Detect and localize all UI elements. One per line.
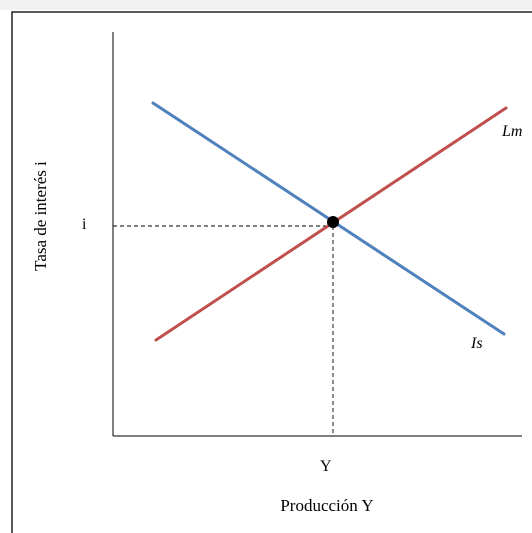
- output-tick-label: Y: [320, 458, 332, 475]
- y-axis-title: Tasa de interés i: [31, 161, 50, 271]
- interest-rate-tick-label: i: [82, 216, 87, 233]
- is-curve-label: Is: [470, 335, 483, 352]
- x-axis-title: Producción Y: [280, 496, 373, 515]
- figure-frame: [11, 11, 532, 533]
- lm-curve-label: Lm: [501, 123, 522, 140]
- top-band: [0, 0, 532, 10]
- equilibrium-point: [327, 216, 339, 228]
